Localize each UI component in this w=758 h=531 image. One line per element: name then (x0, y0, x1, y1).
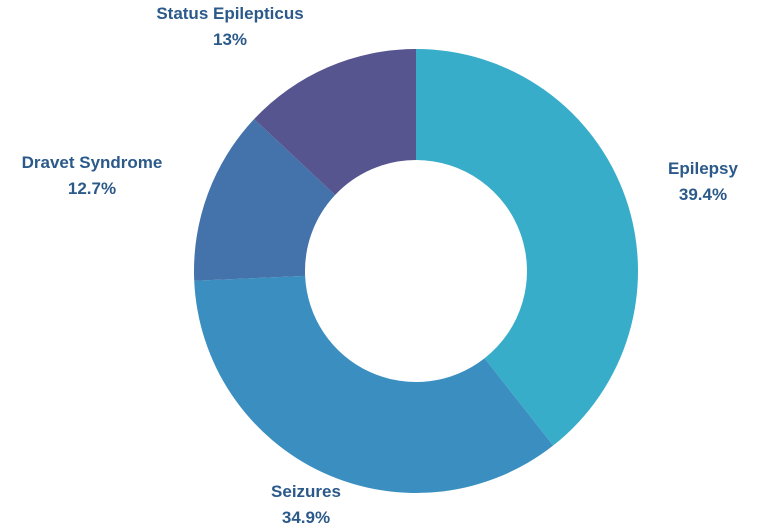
slice-value-epilepsy: 39.4% (679, 185, 727, 204)
slice-value-seizures: 34.9% (282, 508, 330, 527)
chart-labels: Epilepsy 39.4% Seizures 34.9% Dravet Syndrom… (22, 4, 739, 527)
slice-dravet-syndrome (194, 119, 336, 281)
slice-label-status-epilepticus: Status Epilepticus (156, 4, 303, 23)
slice-label-dravet-syndrome: Dravet Syndrome (22, 153, 163, 172)
slice-epilepsy (416, 49, 639, 446)
slice-seizures (194, 275, 554, 493)
chart-slices (194, 49, 639, 493)
slice-label-epilepsy: Epilepsy (668, 159, 738, 178)
slice-value-status-epilepticus: 13% (213, 30, 247, 49)
slice-status-epilepticus (254, 49, 416, 196)
slice-label-seizures: Seizures (271, 482, 341, 501)
slice-value-dravet-syndrome: 12.7% (68, 179, 116, 198)
